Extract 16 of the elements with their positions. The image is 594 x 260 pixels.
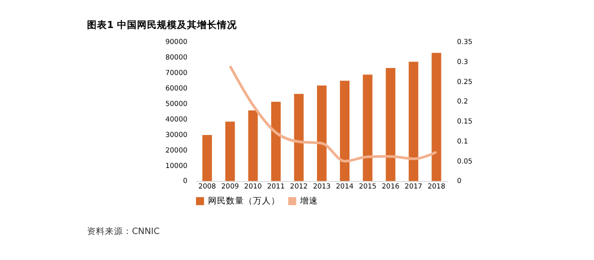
chart-title: 图表1 中国网民规模及其增长情况 <box>86 18 238 31</box>
legend-label: 增速 <box>299 196 318 207</box>
bar <box>340 80 350 182</box>
text: 资料来源：CNNIC <box>86 226 160 238</box>
bar <box>362 74 372 182</box>
bar <box>432 52 442 182</box>
legend-label: 网民数量（万人） <box>208 196 280 207</box>
bar <box>294 94 304 182</box>
line-series <box>228 64 438 162</box>
bar <box>225 122 235 182</box>
bar <box>202 134 212 182</box>
bar <box>408 62 418 182</box>
bar <box>317 86 327 182</box>
bar <box>271 102 281 182</box>
bar <box>248 110 258 182</box>
bar <box>386 68 396 182</box>
